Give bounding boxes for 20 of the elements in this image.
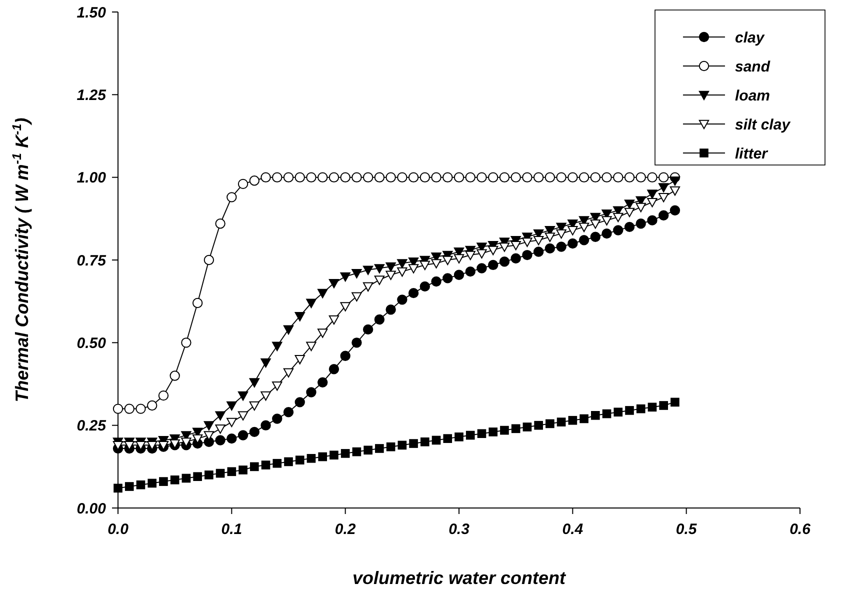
- y-tick-label: 1.25: [76, 86, 107, 104]
- x-axis-title: volumetric water content: [352, 568, 567, 588]
- y-tick-label: 0.00: [76, 500, 107, 518]
- legend-label: silt clay: [735, 116, 791, 134]
- y-tick-label: 0.75: [76, 252, 107, 270]
- y-tick-label: 1.00: [76, 170, 107, 187]
- x-tick-label: 0.5: [676, 521, 698, 538]
- x-tick-label: 0.1: [221, 521, 242, 538]
- y-tick-label: 1.50: [76, 4, 107, 22]
- y-tick-label: 0.25: [76, 418, 107, 435]
- legend-label: sand: [735, 58, 771, 76]
- legend-label: clay: [735, 29, 765, 46]
- x-tick-label: 0.0: [108, 521, 130, 538]
- x-tick-label: 0.6: [790, 521, 812, 538]
- x-tick-label: 0.3: [448, 521, 470, 538]
- legend-label: litter: [735, 145, 769, 162]
- x-tick-label: 0.2: [334, 521, 356, 538]
- x-tick-label: 0.4: [562, 521, 584, 538]
- legend-label: loam: [735, 87, 770, 104]
- y-tick-label: 0.50: [76, 334, 107, 352]
